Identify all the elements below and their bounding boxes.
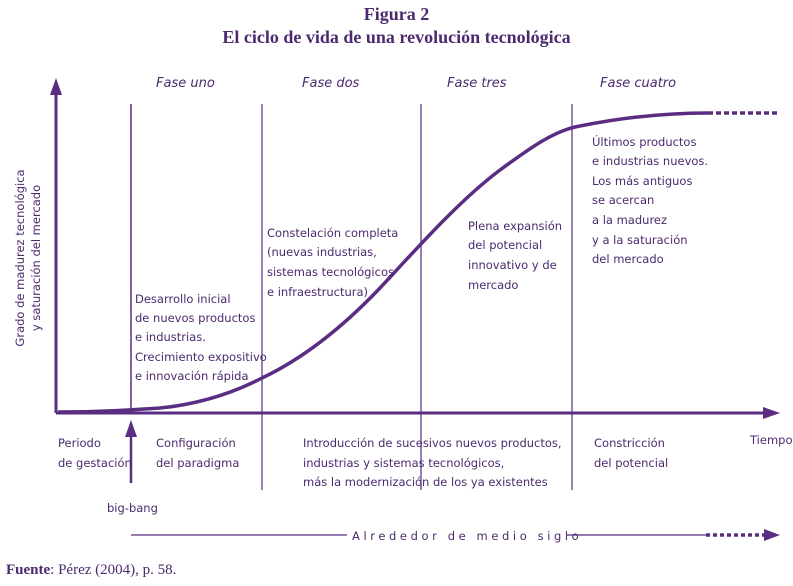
phase-3-note-line: del potencial — [468, 238, 542, 252]
constriction-label-line: del potencial — [594, 456, 668, 470]
phase-label-3: Fase tres — [447, 76, 507, 91]
phase-4-note-line: del mercado — [592, 252, 664, 266]
introduction-label-line: Introducción de sucesivos nuevos product… — [303, 436, 562, 450]
x-axis-arrowhead — [763, 407, 780, 419]
phase-label-1: Fase uno — [156, 76, 215, 91]
introduction-label-line: industrias y sistemas tecnológicos, — [303, 456, 504, 470]
phase-1-note-line: e industrias. — [135, 330, 206, 344]
phase-3-note-line: innovativo y de — [468, 258, 557, 272]
timespan-arrowhead — [764, 529, 780, 541]
phase-4-note-line: e industrias nuevos. — [592, 154, 708, 168]
phase-2-note-line: e infraestructura) — [267, 285, 368, 299]
big-bang-arrowhead — [125, 420, 137, 437]
source-text: : Pérez (2004), p. 58. — [50, 562, 177, 578]
figure-number: Figura 2 — [363, 4, 430, 24]
phase-2-note-line: (nuevas industrias, — [267, 245, 377, 259]
phase-1-note-line: Desarrollo inicial — [135, 292, 231, 306]
configuration-label-line: del paradigma — [156, 456, 239, 470]
phase-1-note-line: de nuevos productos — [135, 311, 255, 325]
configuration-label-line: Configuración — [156, 436, 236, 450]
timespan-label: Alrededor de medio siglo — [352, 529, 582, 543]
y-axis-label-line1: Grado de madurez tecnológica — [13, 169, 27, 346]
phase-1-note-line: Crecimiento expositivo — [135, 350, 267, 364]
phase-4-note-line: y a la saturación — [592, 233, 688, 247]
phase-3-note-line: Plena expansión — [468, 219, 562, 233]
gestation-label-line: de gestación — [58, 456, 132, 470]
phase-label-2: Fase dos — [302, 76, 360, 91]
phase-4-note-line: se acercan — [592, 193, 654, 207]
phase-4-note-line: a la madurez — [592, 213, 667, 227]
introduction-label-line: más la modernización de los ya existente… — [303, 475, 548, 489]
figure-title: El ciclo de vida de una revolución tecno… — [222, 27, 571, 47]
phase-1-notes: Desarrollo inicial — [135, 292, 231, 306]
phase-1-note-line: e innovación rápida — [135, 369, 249, 383]
big-bang-label: big-bang — [107, 501, 158, 515]
gestation-label-line: Periodo — [58, 436, 101, 450]
phase-label-4: Fase cuatro — [600, 76, 676, 91]
phase-2-note-line: Constelación completa — [267, 226, 398, 240]
source-label: Fuente — [6, 562, 51, 578]
phase-2-note-line: sistemas tecnológicos — [267, 265, 394, 279]
x-axis-label: Tiempo — [749, 433, 792, 447]
y-axis-arrowhead — [50, 78, 62, 95]
constriction-label-line: Constricción — [594, 436, 665, 450]
y-axis-label-line2: y saturación del mercado — [29, 185, 43, 331]
phase-4-note-line: Últimos productos — [592, 134, 696, 149]
phase-4-note-line: Los más antiguos — [592, 174, 692, 188]
phase-3-note-line: mercado — [468, 278, 518, 292]
source-citation: Fuente: Pérez (2004), p. 58. — [6, 562, 176, 579]
s-curve — [57, 111, 709, 414]
